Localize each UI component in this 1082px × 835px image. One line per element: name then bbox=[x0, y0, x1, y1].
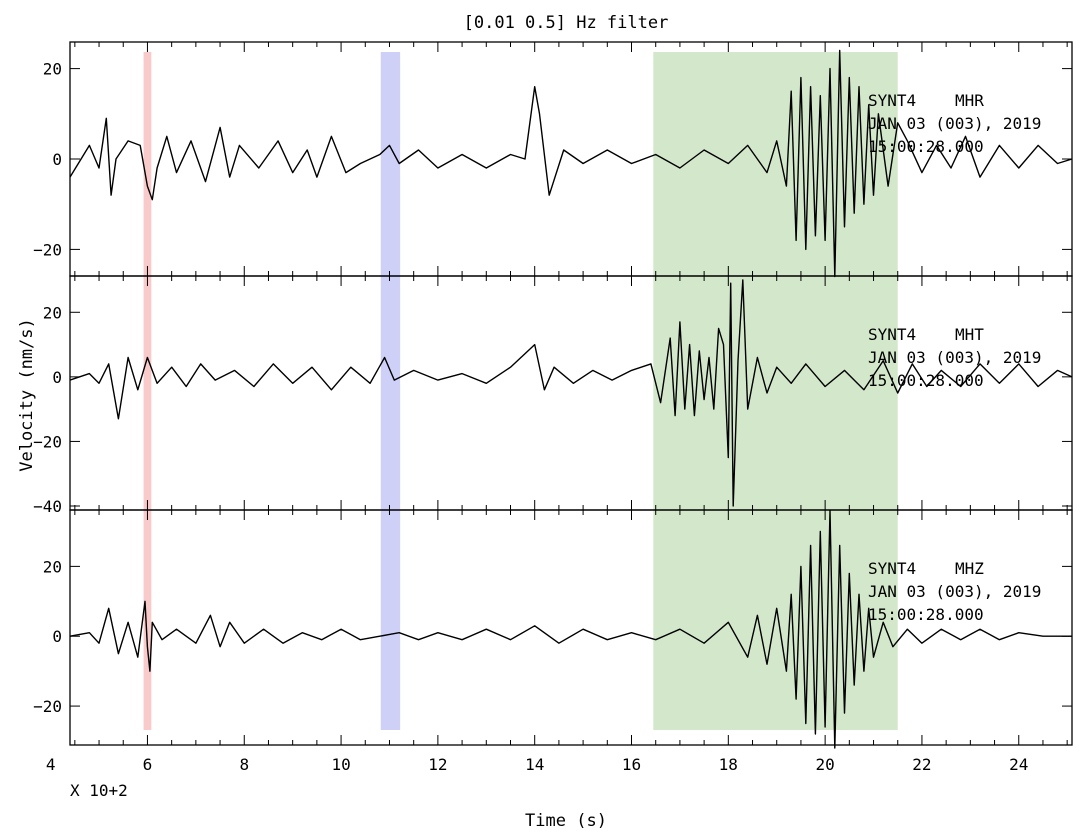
y-axis-label: Velocity (nm/s) bbox=[17, 318, 37, 472]
y-tick-label: 0 bbox=[52, 627, 62, 646]
panel-frame bbox=[69, 41, 1073, 277]
trace-mhr bbox=[69, 49, 1073, 278]
x-tick-label: 6 bbox=[143, 755, 153, 774]
x-tick-label: 8 bbox=[239, 755, 249, 774]
x-tick-label: 20 bbox=[815, 755, 834, 774]
x-tick-label: 24 bbox=[1009, 755, 1028, 774]
highlight-band-1 bbox=[143, 52, 152, 730]
date-label: JAN 03 (003), 2019 bbox=[868, 348, 1041, 367]
channel-label: MHT bbox=[955, 325, 984, 344]
date-label: JAN 03 (003), 2019 bbox=[868, 114, 1041, 133]
panel-mhz: −20 0 20 SYNT4 MHZ JAN 03 (003), 2019 15:00:28… bbox=[33, 509, 1073, 749]
panel-mht: −40 −20 0 20 SYNT4 MHT JAN 03 (003), 2019 15:00… bbox=[33, 275, 1073, 516]
time-label: 15:00:28.000 bbox=[868, 371, 984, 390]
x-tick-label: 12 bbox=[428, 755, 447, 774]
x-tick-label: 18 bbox=[719, 755, 738, 774]
y-tick-label: −20 bbox=[33, 240, 62, 259]
x-tick-label: 22 bbox=[912, 755, 931, 774]
y-tick-label: 0 bbox=[52, 368, 62, 387]
channel-label: MHR bbox=[955, 91, 984, 110]
station-label: SYNT4 bbox=[868, 559, 916, 578]
channel-label: MHZ bbox=[955, 559, 984, 578]
y-tick-label: 20 bbox=[43, 60, 62, 79]
panel-mhr: −20 0 20 SYNT4 MHR JAN 03 (003), 2019 15:00:28… bbox=[33, 41, 1073, 278]
axis-layer: [0.01 0.5] Hz filter Time (s) X 10+2 Vel… bbox=[17, 13, 1028, 831]
y-tick-label: 20 bbox=[43, 557, 62, 576]
y-tick-label: 0 bbox=[52, 150, 62, 169]
y-tick-label: −20 bbox=[33, 432, 62, 451]
panel-frame bbox=[69, 509, 1073, 746]
chart-title: [0.01 0.5] Hz filter bbox=[464, 13, 669, 33]
y-tick-label: −40 bbox=[33, 497, 62, 516]
trace-mht bbox=[69, 279, 1073, 507]
panel-layer: −20 0 20 SYNT4 MHR JAN 03 (003), 2019 15:00:28… bbox=[33, 41, 1073, 749]
x-axis-label: Time (s) bbox=[525, 811, 607, 831]
station-label: SYNT4 bbox=[868, 325, 916, 344]
trace-mhz bbox=[69, 509, 1072, 749]
time-label: 15:00:28.000 bbox=[868, 137, 984, 156]
station-label: SYNT4 bbox=[868, 91, 916, 110]
panel-frame bbox=[69, 275, 1073, 511]
highlight-layer bbox=[143, 52, 898, 730]
y-tick-label: −20 bbox=[33, 697, 62, 716]
x-tick-label: 10 bbox=[331, 755, 350, 774]
y-tick-label: 20 bbox=[43, 303, 62, 322]
time-label: 15:00:28.000 bbox=[868, 605, 984, 624]
x-tick-label: 14 bbox=[525, 755, 544, 774]
date-label: JAN 03 (003), 2019 bbox=[868, 582, 1041, 601]
highlight-band-2 bbox=[380, 52, 401, 730]
x-axis-multiplier: X 10+2 bbox=[70, 781, 128, 800]
x-tick-label: 4 bbox=[46, 755, 56, 774]
x-tick-label: 16 bbox=[622, 755, 641, 774]
